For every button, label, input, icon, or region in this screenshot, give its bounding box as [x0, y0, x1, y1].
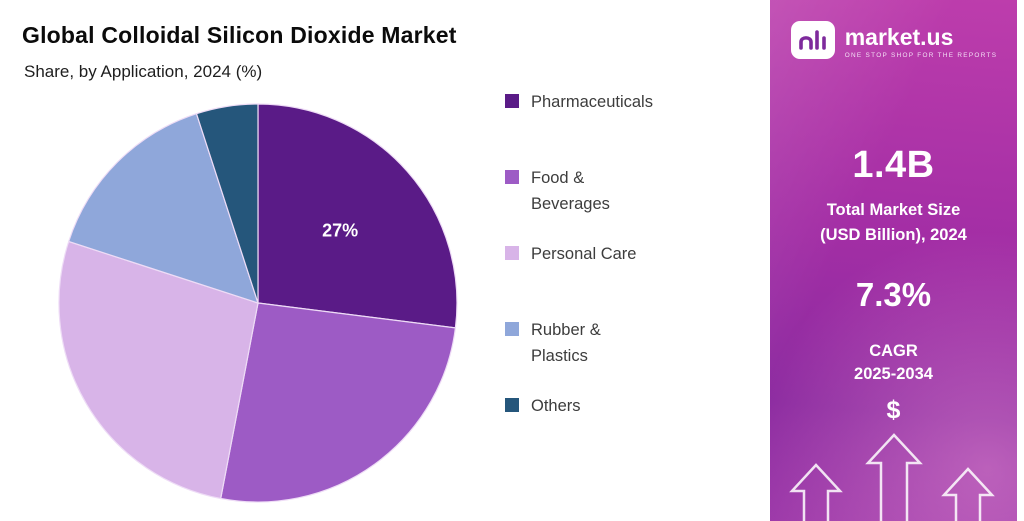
brand-name: market.us	[844, 24, 954, 51]
legend-label: Pharmaceuticals	[531, 93, 653, 111]
marketus-logo-icon	[790, 20, 836, 65]
pie-slice-pharmaceuticals	[257, 103, 458, 329]
legend-label: Personal Care	[531, 245, 637, 263]
pie-legend: Pharmaceuticals Food & Beverages Personal …	[505, 90, 695, 470]
legend-label: Food & Beverages	[531, 169, 610, 213]
dollar-icon: $	[886, 396, 901, 424]
brand-panel: market.us ONE STOP SHOP FOR THE REPORTS …	[770, 0, 1017, 521]
legend-swatch	[505, 170, 519, 184]
cagr-label: CAGR 2025-2034	[854, 342, 933, 383]
legend-item: Personal Care	[505, 242, 695, 318]
chart-subtitle: Share, by Application, 2024 (%)	[24, 62, 263, 81]
market-size-label: Total Market Size (USD Billion), 2024	[820, 201, 967, 244]
pie-slice-rubber-plastics	[67, 112, 259, 304]
legend-item: Rubber & Plastics	[505, 318, 695, 394]
pie-slice-others	[195, 103, 259, 304]
cagr-value: 7.3%	[855, 276, 932, 313]
pie-chart: 27%	[58, 103, 458, 503]
legend-swatch	[505, 322, 519, 336]
brand: market.us ONE STOP SHOP FOR THE REPORTS	[770, 20, 1017, 65]
legend-item: Food & Beverages	[505, 166, 695, 242]
legend-label: Rubber & Plastics	[531, 321, 601, 365]
legend-label: Others	[531, 397, 581, 415]
legend-swatch	[505, 398, 519, 412]
market-size-value: 1.4B	[852, 144, 935, 186]
pie-slice-food-beverages	[219, 302, 457, 503]
pie-data-label: 27%	[322, 221, 358, 241]
growth-arrows-icon	[789, 433, 995, 521]
chart-title: Global Colloidal Silicon Dioxide Market	[22, 22, 457, 48]
brand-tagline: ONE STOP SHOP FOR THE REPORTS	[844, 52, 998, 60]
pie-slice-personal-care	[58, 240, 259, 500]
legend-swatch	[505, 94, 519, 108]
legend-item: Pharmaceuticals	[505, 90, 695, 166]
legend-item: Others	[505, 394, 695, 470]
legend-swatch	[505, 246, 519, 260]
